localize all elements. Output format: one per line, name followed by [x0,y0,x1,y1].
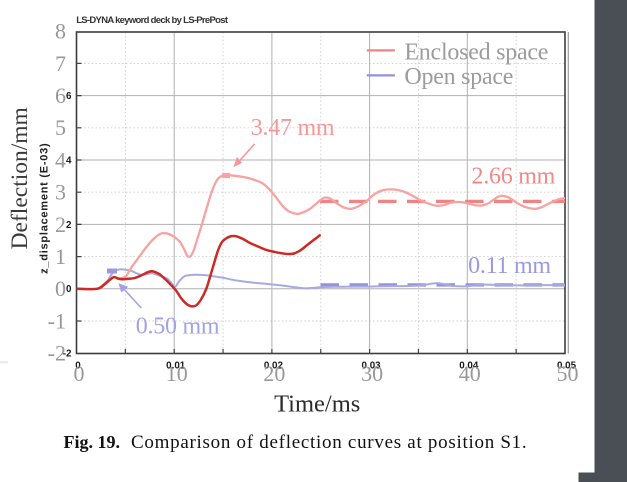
svg-text:4: 4 [55,147,66,172]
svg-text:Deflection/mm: Deflection/mm [7,107,33,249]
svg-text:Enclosed space: Enclosed space [404,40,548,66]
svg-text:2.66 mm: 2.66 mm [472,164,556,190]
svg-text:0.03: 0.03 [362,361,382,372]
svg-text:z_displacement (E-03): z_displacement (E-03) [39,143,51,274]
svg-text:50: 50 [557,361,579,386]
svg-text:3: 3 [55,180,66,205]
svg-text:30: 30 [361,361,383,386]
svg-text:1: 1 [55,244,66,269]
svg-text:0.02: 0.02 [264,361,284,372]
svg-text:Time/ms: Time/ms [274,391,360,418]
svg-text:10: 10 [166,361,188,386]
svg-text:-2: -2 [48,341,66,366]
svg-text:4: 4 [66,155,72,166]
svg-text:Open space: Open space [404,64,513,90]
svg-text:2: 2 [55,212,66,237]
svg-text:7: 7 [55,51,66,76]
svg-text:2: 2 [66,220,72,231]
svg-text:40: 40 [459,361,481,386]
svg-text:-2: -2 [63,349,72,360]
svg-text:0.04: 0.04 [459,361,479,372]
svg-text:0: 0 [55,276,66,301]
svg-text:0.01: 0.01 [166,361,186,372]
svg-text:5: 5 [55,115,66,140]
svg-text:8: 8 [55,19,66,44]
svg-text:3.47 mm: 3.47 mm [251,115,335,141]
svg-text:6: 6 [66,91,72,102]
svg-text:0.50 mm: 0.50 mm [136,314,220,340]
svg-text:LS-DYNA keyword deck by LS-Pre: LS-DYNA keyword deck by LS-PrePost [76,15,229,26]
svg-text:0.05: 0.05 [557,361,577,372]
svg-text:20: 20 [263,361,285,386]
svg-text:-1: -1 [48,308,66,333]
svg-text:Fig. 19.Comparison of deflecti: Fig. 19. Comparison of deflection curves … [64,432,528,453]
svg-text:0: 0 [75,361,81,372]
svg-text:0: 0 [74,361,85,386]
svg-text:0: 0 [66,284,72,295]
svg-text:6: 6 [55,83,66,108]
svg-text:0.11 mm: 0.11 mm [468,253,551,279]
